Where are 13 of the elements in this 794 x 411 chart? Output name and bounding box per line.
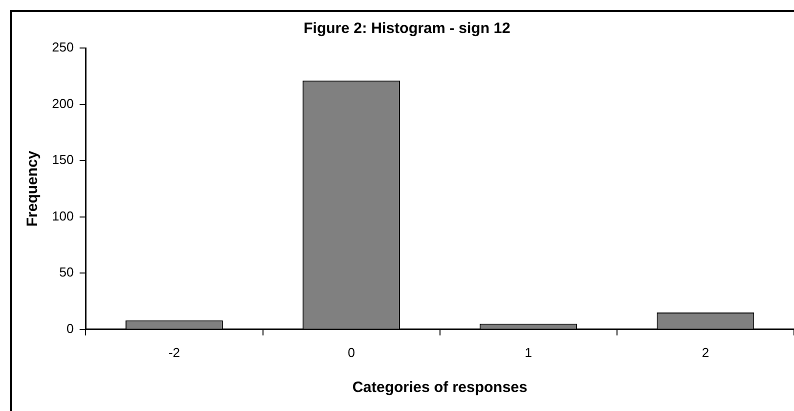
y-tick-label: 0 — [66, 320, 74, 336]
x-tick-label: 1 — [524, 344, 532, 360]
x-tick-label: 2 — [702, 344, 710, 360]
y-tick-label: 200 — [52, 96, 74, 111]
y-tick-label: 150 — [52, 152, 74, 168]
chart-title: Figure 2: Histogram - sign 12 — [304, 20, 510, 38]
y-tick-label: 250 — [52, 40, 74, 55]
x-tick-label: -2 — [168, 344, 180, 360]
y-tick-label: 50 — [59, 264, 74, 280]
y-tick-label: 100 — [52, 208, 74, 224]
x-axis-title: Categories of responses — [352, 379, 528, 396]
y-axis-title: Frequency — [24, 150, 42, 227]
x-tick-label: 0 — [348, 344, 355, 360]
